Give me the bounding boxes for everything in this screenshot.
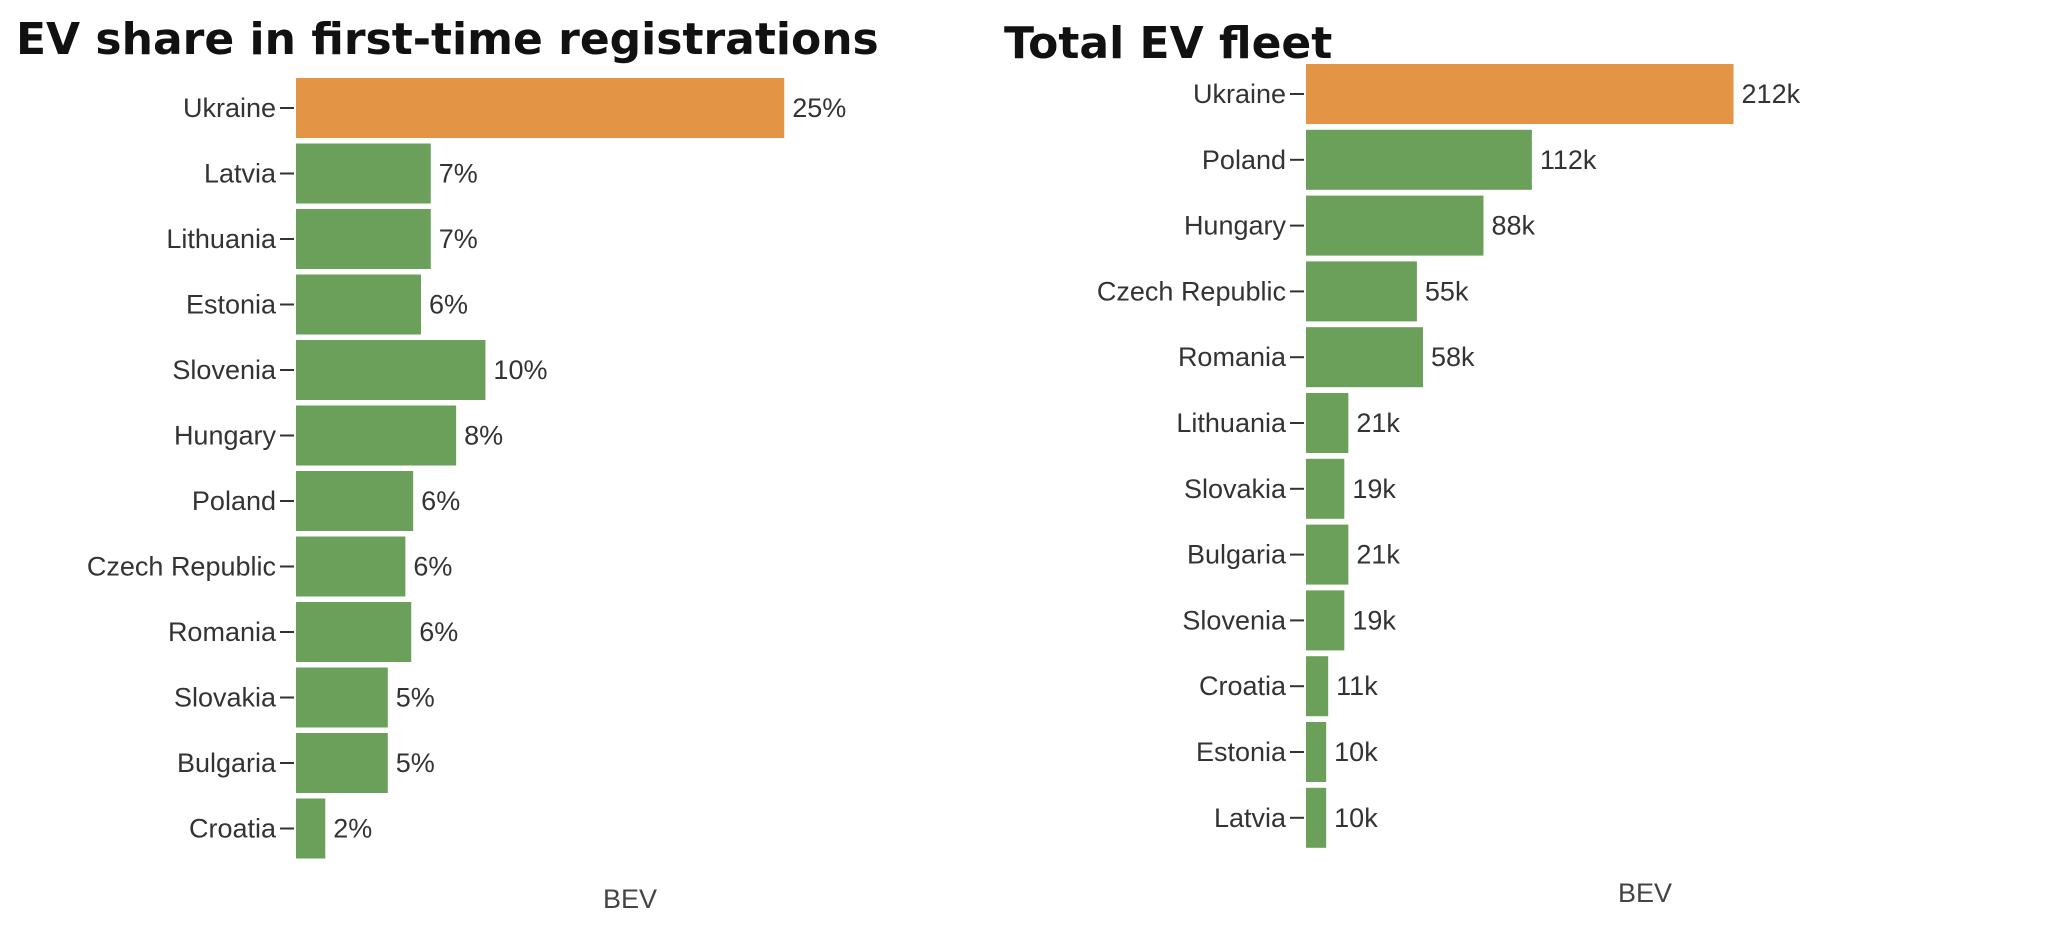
bar-czech-republic [296, 536, 406, 597]
data-label-slovenia: 10% [493, 355, 547, 385]
y-tick-label-ukraine: Ukraine [183, 93, 276, 123]
data-label-czech-republic: 55k [1425, 276, 1469, 306]
y-tick-label-hungary: Hungary [1184, 211, 1287, 241]
y-tick-label-hungary: Hungary [174, 421, 277, 451]
y-tick-label-slovakia: Slovakia [1184, 474, 1287, 504]
y-tick-label-slovakia: Slovakia [174, 683, 277, 713]
y-tick-label-romania: Romania [1178, 342, 1287, 372]
bar-lithuania [1306, 393, 1349, 453]
bar-hungary [1306, 195, 1484, 256]
bar-lithuania [296, 209, 431, 269]
y-tick-label-estonia: Estonia [1196, 737, 1287, 767]
y-tick-label-croatia: Croatia [1199, 671, 1287, 701]
bar-latvia [296, 143, 431, 204]
bar-ukraine [1306, 64, 1734, 124]
bar-croatia [1306, 656, 1329, 717]
bar-slovakia [296, 667, 388, 728]
bar-czech-republic [1306, 261, 1417, 322]
bar-slovenia [296, 340, 486, 400]
data-label-slovakia: 19k [1352, 474, 1396, 504]
y-tick-label-bulgaria: Bulgaria [177, 748, 277, 778]
y-tick-label-croatia: Croatia [189, 814, 277, 844]
chart-panel-ev-share: EV share in first-time registrations Ukr… [0, 0, 1000, 932]
chart-title: EV share in first-time registrations [16, 14, 879, 65]
data-label-latvia: 7% [439, 159, 478, 189]
data-label-slovakia: 5% [396, 683, 435, 713]
data-label-latvia: 10k [1334, 803, 1378, 833]
data-label-bulgaria: 5% [396, 748, 435, 778]
bar-slovakia [1306, 458, 1345, 519]
data-label-slovenia: 19k [1352, 605, 1396, 635]
data-label-bulgaria: 21k [1356, 540, 1400, 570]
data-label-hungary: 8% [464, 421, 503, 451]
y-tick-label-lithuania: Lithuania [166, 224, 277, 254]
data-label-croatia: 11k [1336, 671, 1378, 701]
bar-romania [296, 602, 412, 662]
y-tick-label-slovenia: Slovenia [172, 355, 277, 385]
data-label-poland: 6% [421, 486, 460, 516]
data-label-estonia: 6% [429, 290, 468, 320]
data-label-ukraine: 25% [792, 93, 846, 123]
bar-poland [1306, 129, 1532, 190]
data-label-ukraine: 212k [1742, 79, 1801, 109]
bar-poland [296, 471, 414, 531]
bar-estonia [1306, 722, 1327, 782]
bar-latvia [1306, 787, 1327, 848]
x-axis-title: BEV [1618, 878, 1672, 908]
bar-croatia [296, 798, 326, 859]
y-tick-label-romania: Romania [168, 617, 277, 647]
y-tick-label-czech-republic: Czech Republic [87, 552, 276, 582]
y-tick-label-poland: Poland [1202, 145, 1286, 175]
bar-chart-ev-share: Ukraine 25% Latvia 7% Lithuania 7% Estonia 6% Sl… [87, 78, 846, 914]
bar-estonia [296, 274, 421, 335]
data-label-hungary: 88k [1491, 211, 1535, 241]
data-label-poland: 112k [1540, 145, 1597, 175]
bar-hungary [296, 405, 457, 466]
data-label-czech-republic: 6% [413, 552, 452, 582]
data-label-croatia: 2% [333, 814, 372, 844]
y-tick-label-poland: Poland [192, 486, 276, 516]
y-tick-label-slovenia: Slovenia [1182, 605, 1287, 635]
chart-title: Total EV fleet [1004, 18, 1333, 69]
bar-romania [1306, 327, 1423, 388]
y-tick-label-ukraine: Ukraine [1193, 79, 1286, 109]
bar-slovenia [1306, 590, 1345, 651]
chart-panel-ev-fleet: Total EV fleet Ukraine 212k Poland 112k Hung… [1000, 0, 2048, 932]
data-label-romania: 58k [1431, 342, 1475, 372]
y-tick-label-estonia: Estonia [186, 290, 277, 320]
x-axis-title: BEV [603, 884, 657, 914]
y-tick-label-czech-republic: Czech Republic [1097, 276, 1286, 306]
bar-ukraine [296, 78, 785, 138]
bar-bulgaria [296, 733, 388, 793]
data-label-romania: 6% [419, 617, 458, 647]
data-label-estonia: 10k [1334, 737, 1378, 767]
bar-chart-ev-fleet: Ukraine 212k Poland 112k Hungary 88k Czech Rep… [1097, 64, 1801, 908]
y-tick-label-lithuania: Lithuania [1176, 408, 1287, 438]
data-label-lithuania: 21k [1356, 408, 1400, 438]
bar-bulgaria [1306, 524, 1349, 585]
y-tick-label-latvia: Latvia [204, 159, 277, 189]
data-label-lithuania: 7% [439, 224, 478, 254]
y-tick-label-bulgaria: Bulgaria [1187, 540, 1287, 570]
y-tick-label-latvia: Latvia [1214, 803, 1287, 833]
